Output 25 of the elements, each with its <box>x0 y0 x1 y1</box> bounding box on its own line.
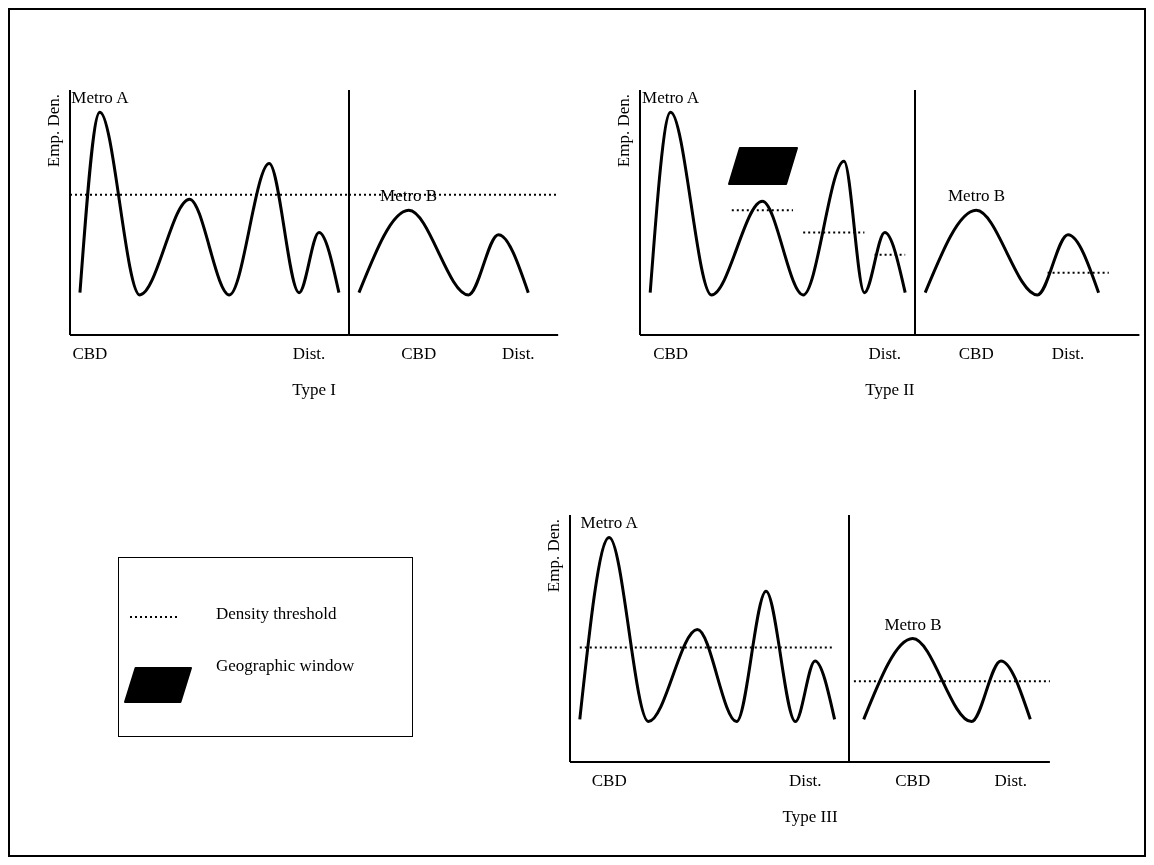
x-tick-label: Dist. <box>868 344 902 364</box>
x-tick-label: Dist. <box>1052 344 1085 364</box>
series-label: Metro A <box>642 88 700 108</box>
series-label: Metro A <box>71 88 129 108</box>
series-label: Metro B <box>883 614 943 635</box>
x-tick-label: Dist. <box>292 344 326 364</box>
text: Type III <box>781 807 839 827</box>
series-label: Metro B <box>947 186 1007 207</box>
y-axis-title: Emp. Den. <box>614 94 634 168</box>
y-axis-title: Emp. Den. <box>44 94 64 168</box>
series-label: Metro A <box>580 513 638 533</box>
x-tick-label: Dist. <box>994 771 1028 791</box>
x-tick-label: CBD <box>895 771 931 791</box>
x-tick-label: CBD <box>72 344 108 364</box>
x-tick-label: CBD <box>591 771 627 791</box>
y-axis-title: Emp. Den. <box>544 519 564 593</box>
x-tick-label: CBD <box>959 344 995 364</box>
x-tick-label: CBD <box>401 344 437 364</box>
x-tick-label: Dist. <box>788 771 822 791</box>
text: Type II <box>864 380 916 400</box>
text: Density threshold <box>216 604 337 624</box>
text: Geographic window <box>216 656 355 676</box>
text: Type I <box>291 380 337 400</box>
x-tick-label: Dist. <box>501 344 535 364</box>
x-tick-label: CBD <box>653 344 689 364</box>
